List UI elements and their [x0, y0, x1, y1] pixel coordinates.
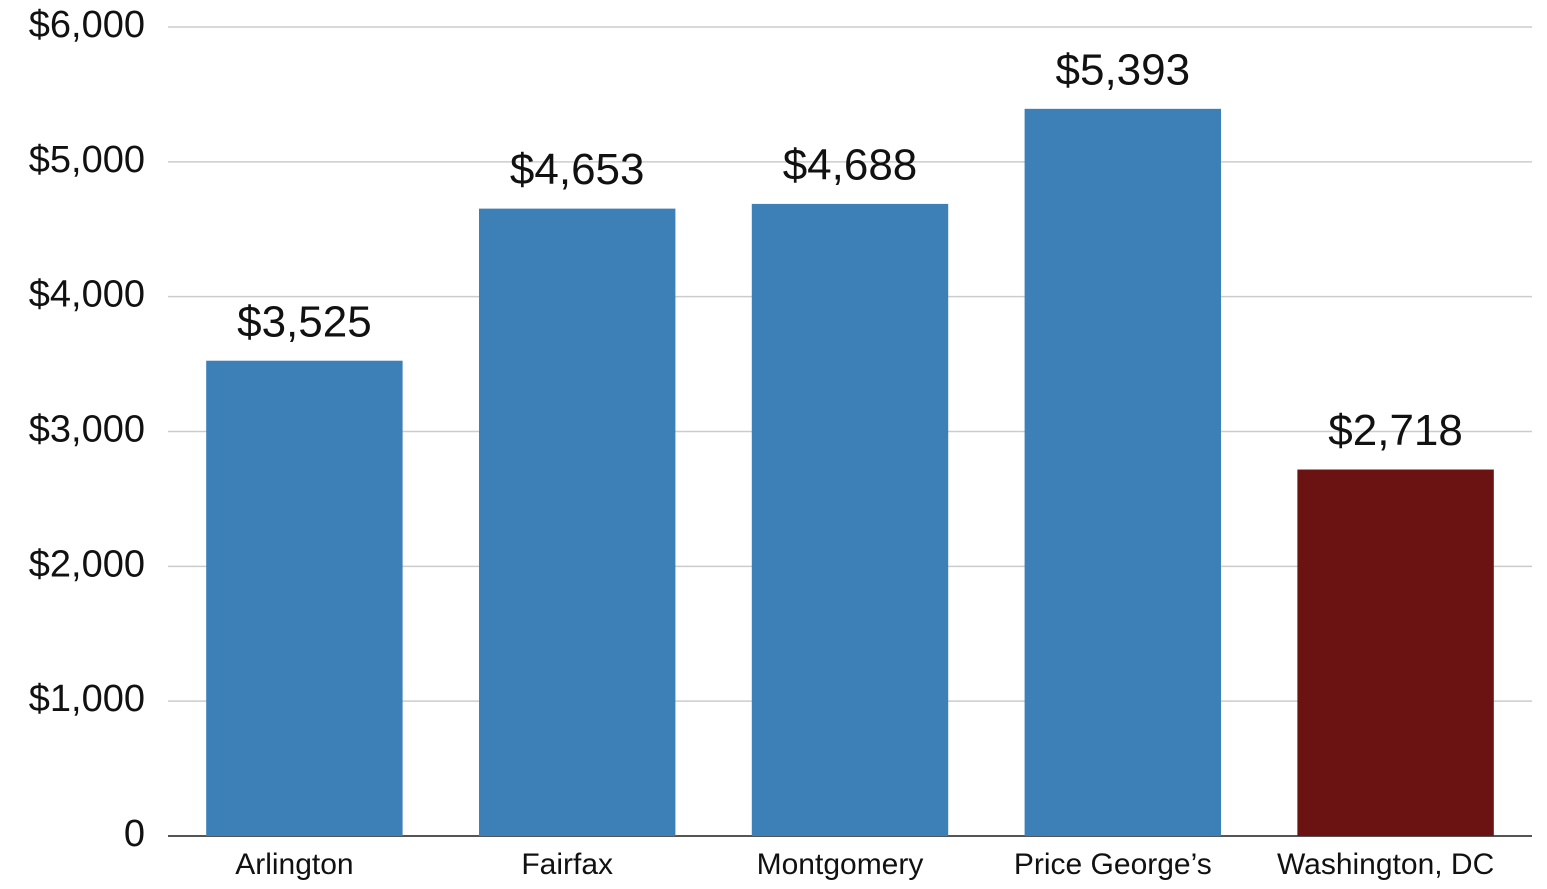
bar	[1297, 469, 1494, 836]
y-tick-label: 0	[124, 813, 145, 855]
bar	[206, 360, 403, 836]
value-label: $2,718	[1328, 406, 1463, 455]
value-label: $5,393	[1056, 45, 1191, 94]
x-tick-label: Arlington	[235, 848, 353, 881]
value-label: $3,525	[237, 297, 372, 346]
y-tick-label: $3,000	[29, 409, 145, 451]
y-tick-label: $6,000	[29, 4, 145, 46]
y-tick-label: $5,000	[29, 139, 145, 181]
x-tick-label: Price George’s	[1014, 848, 1212, 881]
bar	[478, 208, 676, 837]
y-tick-label: $4,000	[29, 274, 145, 316]
x-tick-label: Montgomery	[757, 848, 924, 881]
y-tick-label: $1,000	[29, 678, 145, 720]
bar	[751, 203, 949, 836]
value-label: $4,653	[510, 145, 645, 194]
x-tick-label: Fairfax	[521, 848, 613, 881]
value-label: $4,688	[783, 141, 918, 190]
bar	[1024, 108, 1222, 837]
y-tick-label: $2,000	[29, 543, 145, 585]
x-tick-label: Washington, DC	[1277, 848, 1494, 881]
